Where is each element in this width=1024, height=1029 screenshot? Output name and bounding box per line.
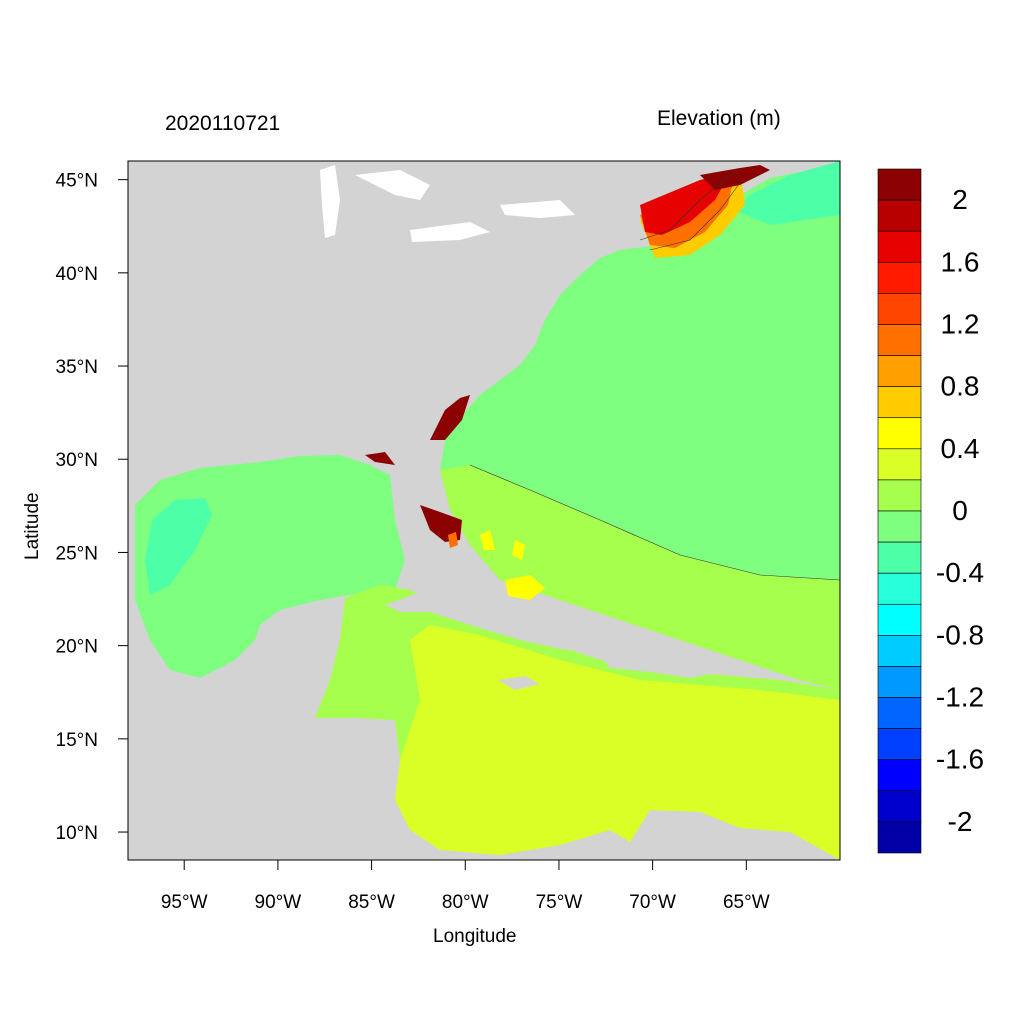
contour-line (469, 464, 840, 581)
cuba-island (385, 592, 590, 650)
bahamas-shoal (480, 530, 545, 600)
great-lakes (320, 165, 575, 242)
colorbar-label: 0.8 (941, 371, 980, 402)
caribbean-north-band (315, 585, 840, 760)
colorbar-swatch (877, 728, 922, 761)
colorbar-swatch (877, 541, 922, 574)
plot-frame (127, 160, 841, 861)
colorbar-label: -0.8 (936, 619, 984, 650)
y-tick-label: 20°N (56, 637, 98, 658)
variable-title: Elevation (m) (657, 107, 781, 130)
colorbar-swatch (877, 448, 922, 481)
colorbar-swatch (877, 479, 922, 512)
colorbar-label: -1.2 (936, 682, 984, 713)
y-tick-label: 45°N (56, 171, 98, 192)
x-axis-ticks: 95°W 90°W 85°W 80°W 75°W 70°W 65°W (161, 860, 770, 913)
colorbar-swatch (877, 572, 922, 605)
colorbar-swatch (877, 261, 922, 294)
surge-ne-core (700, 165, 770, 190)
colorbar-swatch (877, 635, 922, 667)
y-tick-label: 10°N (56, 823, 98, 844)
caribbean-sea (315, 585, 840, 860)
x-tick-label: 65°W (723, 892, 770, 913)
x-tick-label: 70°W (629, 892, 676, 913)
colorbar-swatch (877, 417, 922, 450)
colorbar-swatch (877, 293, 922, 325)
jamaica-island (498, 676, 540, 690)
map-area (128, 161, 840, 860)
colorbar-swatch (877, 821, 922, 854)
ocean-low-band (735, 161, 840, 225)
colorbar-swatch (877, 230, 922, 263)
hispaniola-island (595, 645, 720, 678)
x-tick-label: 80°W (442, 892, 489, 913)
gulf-low-region (145, 498, 212, 595)
surge-gulf-coast (365, 452, 395, 465)
x-tick-label: 85°W (348, 892, 395, 913)
colorbar-swatch (877, 759, 922, 792)
surge-florida (420, 505, 462, 542)
x-tick-label: 90°W (255, 892, 302, 913)
y-tick-label: 35°N (56, 357, 98, 378)
y-tick-label: 25°N (56, 543, 98, 564)
y-axis-ticks: 45°N 40°N 35°N 30°N 25°N 20°N 15°N 10°N (56, 171, 128, 844)
timestamp-title: 2020110721 (165, 112, 281, 135)
colorbar-swatch (877, 666, 922, 698)
colorbar-swatch (877, 790, 922, 823)
x-tick-label: 95°W (161, 892, 208, 913)
y-tick-label: 30°N (56, 450, 98, 471)
surge-ne-inner (640, 173, 730, 235)
colorbar-swatch (877, 603, 922, 636)
y-tick-label: 40°N (56, 264, 98, 285)
bahamas-zone (440, 465, 840, 690)
colorbar-label: 0 (952, 495, 968, 526)
surge-southeast-coast (430, 395, 470, 440)
colorbar-label: 2 (952, 184, 968, 215)
colorbar-label: -0.4 (936, 557, 984, 588)
colorbar-swatch (877, 355, 922, 387)
x-axis-label: Longitude (433, 926, 517, 947)
colorbar-swatch (877, 199, 922, 232)
colorbar-swatch (877, 386, 922, 419)
colorbar-label: -2 (948, 806, 973, 837)
colorbar-label: 1.2 (941, 308, 980, 339)
colorbar-swatch (877, 697, 922, 729)
colorbar-swatch (877, 168, 922, 201)
x-tick-label: 75°W (536, 892, 583, 913)
colorbar-label: 1.6 (941, 246, 980, 277)
y-tick-label: 15°N (56, 730, 98, 751)
contour-line (649, 179, 743, 251)
y-axis-label: Latitude (22, 492, 43, 560)
colorbar-label: -1.6 (936, 744, 984, 775)
colorbar-label: 0.4 (941, 433, 980, 464)
florida-keys-marker (448, 532, 458, 548)
colorbar-swatch (877, 510, 922, 543)
colorbar-swatch (877, 324, 922, 356)
contour-line (639, 171, 736, 241)
colorbar: 2 1.6 1.2 0.8 0.4 0 -0.4 -0.8 -1.2 -1.6 -2 (877, 168, 984, 854)
